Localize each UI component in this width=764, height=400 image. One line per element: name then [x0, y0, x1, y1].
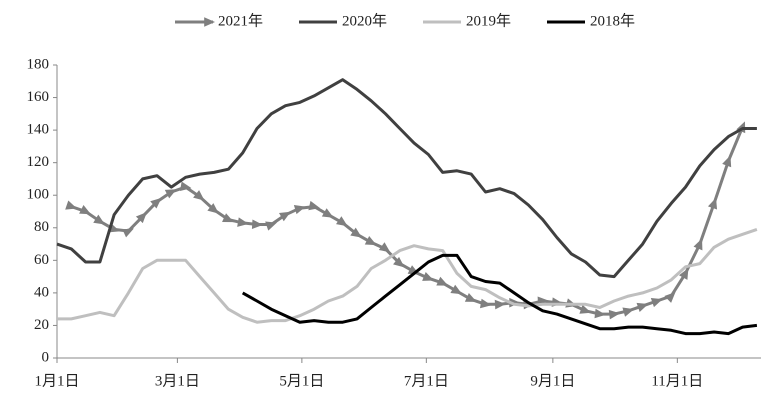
x-tick-label: 9月1日	[530, 373, 575, 389]
y-tick-label: 180	[27, 56, 50, 72]
x-tick-label: 3月1日	[155, 373, 200, 389]
y-tick-label: 80	[34, 219, 49, 235]
legend-label: 2021年	[218, 12, 263, 29]
series-marker	[364, 235, 377, 246]
series-marker	[79, 205, 91, 215]
series-marker	[65, 200, 77, 210]
y-tick-label: 20	[34, 317, 49, 333]
series-marker	[164, 189, 177, 199]
x-tick-label: 7月1日	[404, 373, 449, 389]
y-tick-label: 40	[34, 284, 49, 300]
x-tick-label: 11月1日	[651, 373, 703, 389]
series-marker	[251, 219, 263, 230]
series-marker	[350, 227, 362, 238]
series-marker	[636, 302, 649, 313]
series-marker	[464, 293, 477, 302]
legend-label: 2019年	[466, 12, 511, 29]
series-marker	[594, 308, 606, 319]
y-tick-label: 160	[27, 89, 50, 105]
series-marker	[707, 197, 718, 210]
series-marker	[278, 211, 291, 222]
series-marker	[494, 299, 506, 310]
y-tick-label: 140	[27, 122, 50, 138]
series-marker	[237, 217, 249, 227]
series-marker	[722, 155, 732, 168]
series-marker	[222, 213, 234, 223]
x-tick-label: 5月1日	[279, 373, 324, 389]
series-marker	[509, 297, 521, 308]
x-tick-label: 1月1日	[34, 373, 79, 389]
series-marker	[422, 272, 434, 281]
series-marker	[678, 268, 689, 280]
series-marker	[579, 304, 592, 314]
series-marker	[93, 214, 105, 225]
y-tick-label: 0	[42, 349, 50, 365]
legend-label: 2018年	[590, 12, 635, 29]
series-marker	[450, 284, 463, 295]
series-line	[241, 253, 758, 336]
series-marker	[321, 208, 334, 218]
y-tick-label: 60	[34, 252, 49, 268]
series-marker	[479, 298, 492, 309]
series-marker	[207, 203, 219, 214]
legend-marker	[204, 17, 215, 27]
series-marker	[650, 298, 663, 308]
y-tick-label: 120	[27, 154, 50, 170]
series-marker	[693, 238, 703, 251]
series-marker	[622, 307, 635, 317]
series-marker	[135, 212, 147, 224]
series-line	[70, 126, 744, 316]
series-marker	[308, 200, 320, 211]
series-marker	[193, 190, 205, 201]
series-line	[56, 78, 757, 279]
series-marker	[664, 291, 676, 303]
y-tick-label: 100	[27, 187, 50, 203]
series-line	[57, 227, 758, 324]
series-marker	[608, 309, 621, 320]
series-marker	[436, 276, 449, 286]
legend-label: 2020年	[342, 12, 387, 29]
series-marker	[393, 256, 405, 268]
series-marker	[265, 221, 277, 231]
series-marker	[293, 204, 306, 215]
series-marker	[336, 216, 348, 227]
series-marker	[122, 228, 134, 238]
series-marker	[150, 197, 162, 209]
series-marker	[378, 242, 391, 253]
series-marker	[180, 181, 192, 192]
